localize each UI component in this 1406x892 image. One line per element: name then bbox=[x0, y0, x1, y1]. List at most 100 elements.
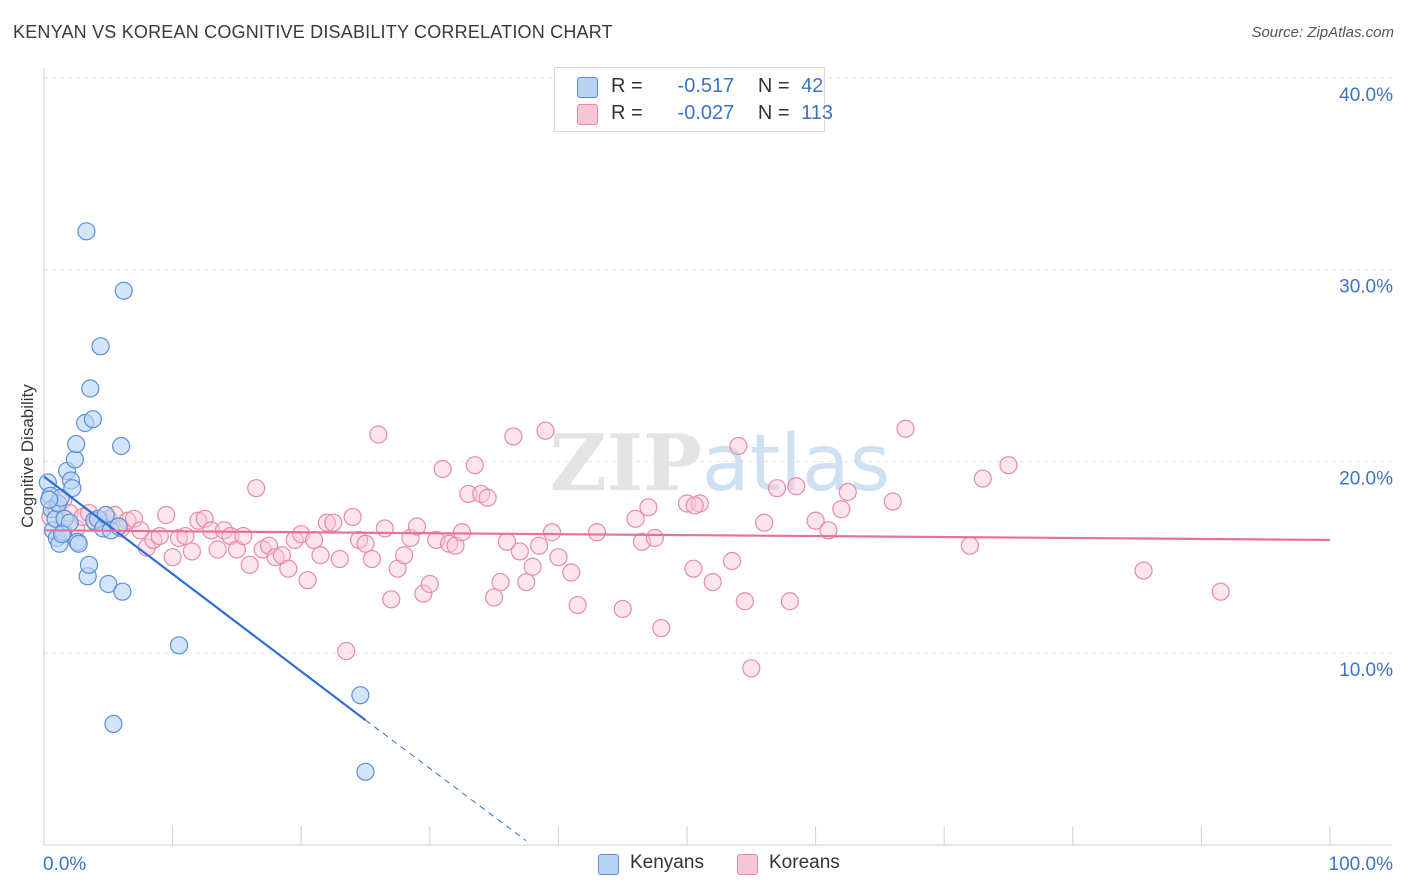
korean-point bbox=[703, 572, 722, 592]
kenyans-r-label: R = bbox=[611, 75, 643, 97]
korean-point bbox=[1134, 561, 1153, 580]
korean-point bbox=[189, 511, 208, 530]
korean-point bbox=[742, 659, 761, 678]
y-tick-label: 30.0% bbox=[1339, 277, 1393, 298]
watermark: ZIPatlas bbox=[550, 418, 891, 509]
korean-point bbox=[755, 513, 774, 532]
korean-point bbox=[536, 421, 555, 440]
korean-point bbox=[414, 584, 433, 603]
korean-point bbox=[304, 530, 324, 550]
kenyans-n-value: 42 bbox=[801, 75, 824, 97]
korean-point bbox=[491, 572, 510, 592]
korean-point bbox=[169, 528, 189, 548]
korean-point bbox=[465, 456, 484, 475]
korean-point bbox=[420, 574, 439, 594]
tick-labels: 10.0% 20.0% 30.0% 40.0% 0.0% 100.0% bbox=[43, 85, 1393, 875]
korean-point bbox=[819, 521, 838, 540]
kenyan-point bbox=[79, 555, 99, 574]
koreans-points bbox=[41, 419, 1230, 678]
korean-point bbox=[369, 425, 388, 444]
kenyan-point bbox=[112, 436, 131, 456]
korean-point bbox=[729, 436, 748, 456]
korean-point bbox=[542, 523, 562, 542]
korean-point bbox=[375, 519, 394, 538]
korean-point bbox=[685, 496, 704, 515]
korean-point bbox=[562, 563, 581, 582]
korean-point bbox=[459, 484, 478, 504]
korean-point bbox=[317, 513, 337, 532]
kenyan-point bbox=[81, 379, 100, 398]
kenyan-point bbox=[65, 450, 84, 469]
kenyan-point bbox=[99, 574, 118, 594]
grid-lines bbox=[44, 77, 1392, 654]
korean-point bbox=[208, 540, 227, 559]
korean-point bbox=[645, 528, 664, 548]
kenyans-r-value: -0.517 bbox=[677, 75, 735, 97]
korean-point bbox=[517, 572, 536, 592]
koreans-n-value: 113 bbox=[801, 102, 833, 124]
kenyan-point bbox=[114, 281, 133, 300]
koreans-r-label: R = bbox=[611, 102, 643, 124]
koreans-swatch bbox=[577, 104, 598, 125]
korean-point bbox=[247, 479, 266, 498]
korean-point bbox=[838, 482, 857, 502]
korean-point bbox=[234, 526, 253, 546]
korean-point bbox=[485, 588, 504, 607]
korean-point bbox=[330, 549, 349, 569]
y-tick-label: 40.0% bbox=[1339, 85, 1393, 106]
kenyans-n-label: N = bbox=[757, 75, 790, 97]
koreans-legend-label: Koreans bbox=[769, 852, 840, 873]
korean-point bbox=[407, 517, 427, 536]
x-tick-label: 100.0% bbox=[1329, 854, 1394, 875]
kenyans-legend-label: Kenyans bbox=[630, 852, 704, 873]
korean-point bbox=[1211, 582, 1230, 601]
korean-point bbox=[324, 513, 343, 532]
korean-point bbox=[510, 542, 529, 561]
korean-point bbox=[362, 549, 382, 569]
kenyans-legend-swatch bbox=[598, 854, 619, 875]
korean-point bbox=[549, 548, 568, 567]
korean-point bbox=[780, 592, 799, 611]
korean-point bbox=[523, 557, 542, 576]
korean-point bbox=[356, 534, 375, 553]
korean-point bbox=[195, 509, 214, 528]
kenyan-point bbox=[351, 686, 370, 705]
korean-point bbox=[504, 427, 523, 446]
korean-point bbox=[735, 592, 754, 611]
korean-point bbox=[613, 599, 632, 619]
kenyans-points bbox=[38, 222, 375, 781]
kenyan-point bbox=[67, 434, 86, 454]
kenyan-point bbox=[113, 582, 132, 601]
korean-point bbox=[163, 548, 182, 567]
trend-lines bbox=[43, 475, 1331, 842]
korean-point bbox=[639, 498, 658, 517]
korean-point bbox=[587, 523, 607, 542]
korean-point bbox=[266, 548, 285, 567]
korean-point bbox=[568, 595, 587, 615]
koreans-legend-swatch bbox=[737, 854, 758, 875]
kenyans-trend-line bbox=[43, 475, 367, 721]
korean-point bbox=[311, 546, 330, 565]
korean-point bbox=[999, 456, 1018, 475]
korean-point bbox=[973, 469, 992, 488]
korean-point bbox=[394, 546, 414, 565]
kenyan-point bbox=[104, 714, 123, 734]
koreans-r-value: -0.027 bbox=[677, 102, 735, 124]
korean-point bbox=[722, 551, 742, 571]
korean-point bbox=[259, 536, 279, 555]
kenyan-point bbox=[91, 337, 110, 356]
korean-point bbox=[343, 507, 362, 527]
korean-point bbox=[176, 526, 195, 546]
korean-point bbox=[806, 511, 825, 530]
korean-point bbox=[832, 500, 851, 519]
kenyan-point bbox=[69, 534, 88, 553]
korean-point bbox=[157, 505, 176, 525]
korean-point bbox=[652, 618, 671, 638]
y-tick-label: 20.0% bbox=[1339, 468, 1393, 489]
korean-point bbox=[182, 542, 201, 561]
korean-point bbox=[439, 534, 459, 553]
axes bbox=[43, 68, 1392, 846]
kenyan-point bbox=[169, 636, 189, 655]
korean-point bbox=[896, 419, 915, 438]
